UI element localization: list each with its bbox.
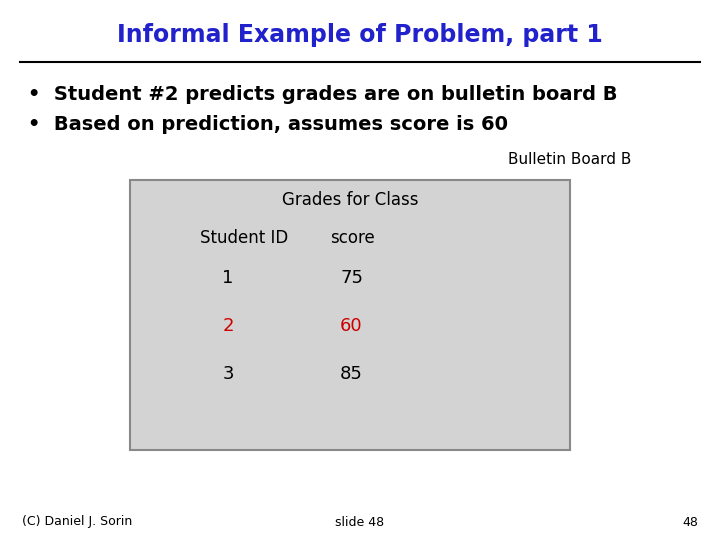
Text: (C) Daniel J. Sorin: (C) Daniel J. Sorin bbox=[22, 516, 132, 529]
Text: 2: 2 bbox=[222, 317, 234, 335]
Text: Student ID: Student ID bbox=[200, 229, 288, 247]
Text: 60: 60 bbox=[340, 317, 363, 335]
Text: 85: 85 bbox=[340, 365, 363, 383]
Text: 75: 75 bbox=[340, 269, 363, 287]
FancyBboxPatch shape bbox=[130, 180, 570, 450]
Text: •  Student #2 predicts grades are on bulletin board B: • Student #2 predicts grades are on bull… bbox=[28, 85, 618, 105]
Text: 3: 3 bbox=[222, 365, 234, 383]
Text: Grades for Class: Grades for Class bbox=[282, 191, 418, 209]
Text: 1: 1 bbox=[222, 269, 234, 287]
Text: 48: 48 bbox=[682, 516, 698, 529]
Text: score: score bbox=[330, 229, 374, 247]
Text: Bulletin Board B: Bulletin Board B bbox=[508, 152, 631, 167]
Text: Informal Example of Problem, part 1: Informal Example of Problem, part 1 bbox=[117, 23, 603, 47]
Text: slide 48: slide 48 bbox=[336, 516, 384, 529]
Text: •  Based on prediction, assumes score is 60: • Based on prediction, assumes score is … bbox=[28, 116, 508, 134]
